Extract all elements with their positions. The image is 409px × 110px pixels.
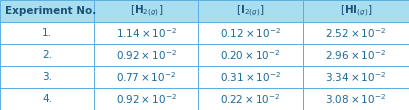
Bar (0, 22, 94, 44)
Bar (0, 66, 94, 88)
Bar (94, 88, 198, 110)
Bar (303, 0, 409, 22)
Text: Experiment No.: Experiment No. (5, 6, 96, 16)
Text: 3.: 3. (42, 72, 52, 82)
Text: $0.20\times10^{-2}$: $0.20\times10^{-2}$ (220, 48, 281, 62)
Text: $[\mathbf{H}_{2(g)}]$: $[\mathbf{H}_{2(g)}]$ (130, 3, 163, 19)
Bar (198, 0, 303, 22)
Text: $0.22\times10^{-2}$: $0.22\times10^{-2}$ (220, 92, 281, 106)
Bar (0, 44, 94, 66)
Text: $0.77\times10^{-2}$: $0.77\times10^{-2}$ (116, 70, 176, 84)
Bar (303, 66, 409, 88)
Bar (303, 88, 409, 110)
Bar (94, 44, 198, 66)
Text: $[\mathbf{HI}_{(g)}]$: $[\mathbf{HI}_{(g)}]$ (339, 3, 372, 19)
Text: 4.: 4. (42, 94, 52, 104)
Bar (94, 66, 198, 88)
Text: $1.14\times10^{-2}$: $1.14\times10^{-2}$ (116, 26, 177, 40)
Bar (303, 22, 409, 44)
Bar (0, 0, 94, 22)
Bar (303, 44, 409, 66)
Text: $0.92\times10^{-2}$: $0.92\times10^{-2}$ (116, 92, 177, 106)
Text: $0.92\times10^{-2}$: $0.92\times10^{-2}$ (116, 48, 177, 62)
Text: $2.52\times10^{-2}$: $2.52\times10^{-2}$ (325, 26, 387, 40)
Bar (0, 88, 94, 110)
Bar (198, 66, 303, 88)
Text: $2.96\times10^{-2}$: $2.96\times10^{-2}$ (325, 48, 387, 62)
Bar (198, 44, 303, 66)
Bar (198, 22, 303, 44)
Text: $3.34\times10^{-2}$: $3.34\times10^{-2}$ (325, 70, 387, 84)
Text: 1.: 1. (42, 28, 52, 38)
Text: 2.: 2. (42, 50, 52, 60)
Text: $0.12\times10^{-2}$: $0.12\times10^{-2}$ (220, 26, 281, 40)
Bar (94, 0, 198, 22)
Text: $[\mathbf{I}_{2(g)}]$: $[\mathbf{I}_{2(g)}]$ (236, 3, 265, 19)
Text: $0.31\times10^{-2}$: $0.31\times10^{-2}$ (220, 70, 281, 84)
Bar (94, 22, 198, 44)
Text: $3.08\times10^{-2}$: $3.08\times10^{-2}$ (325, 92, 387, 106)
Bar (198, 88, 303, 110)
